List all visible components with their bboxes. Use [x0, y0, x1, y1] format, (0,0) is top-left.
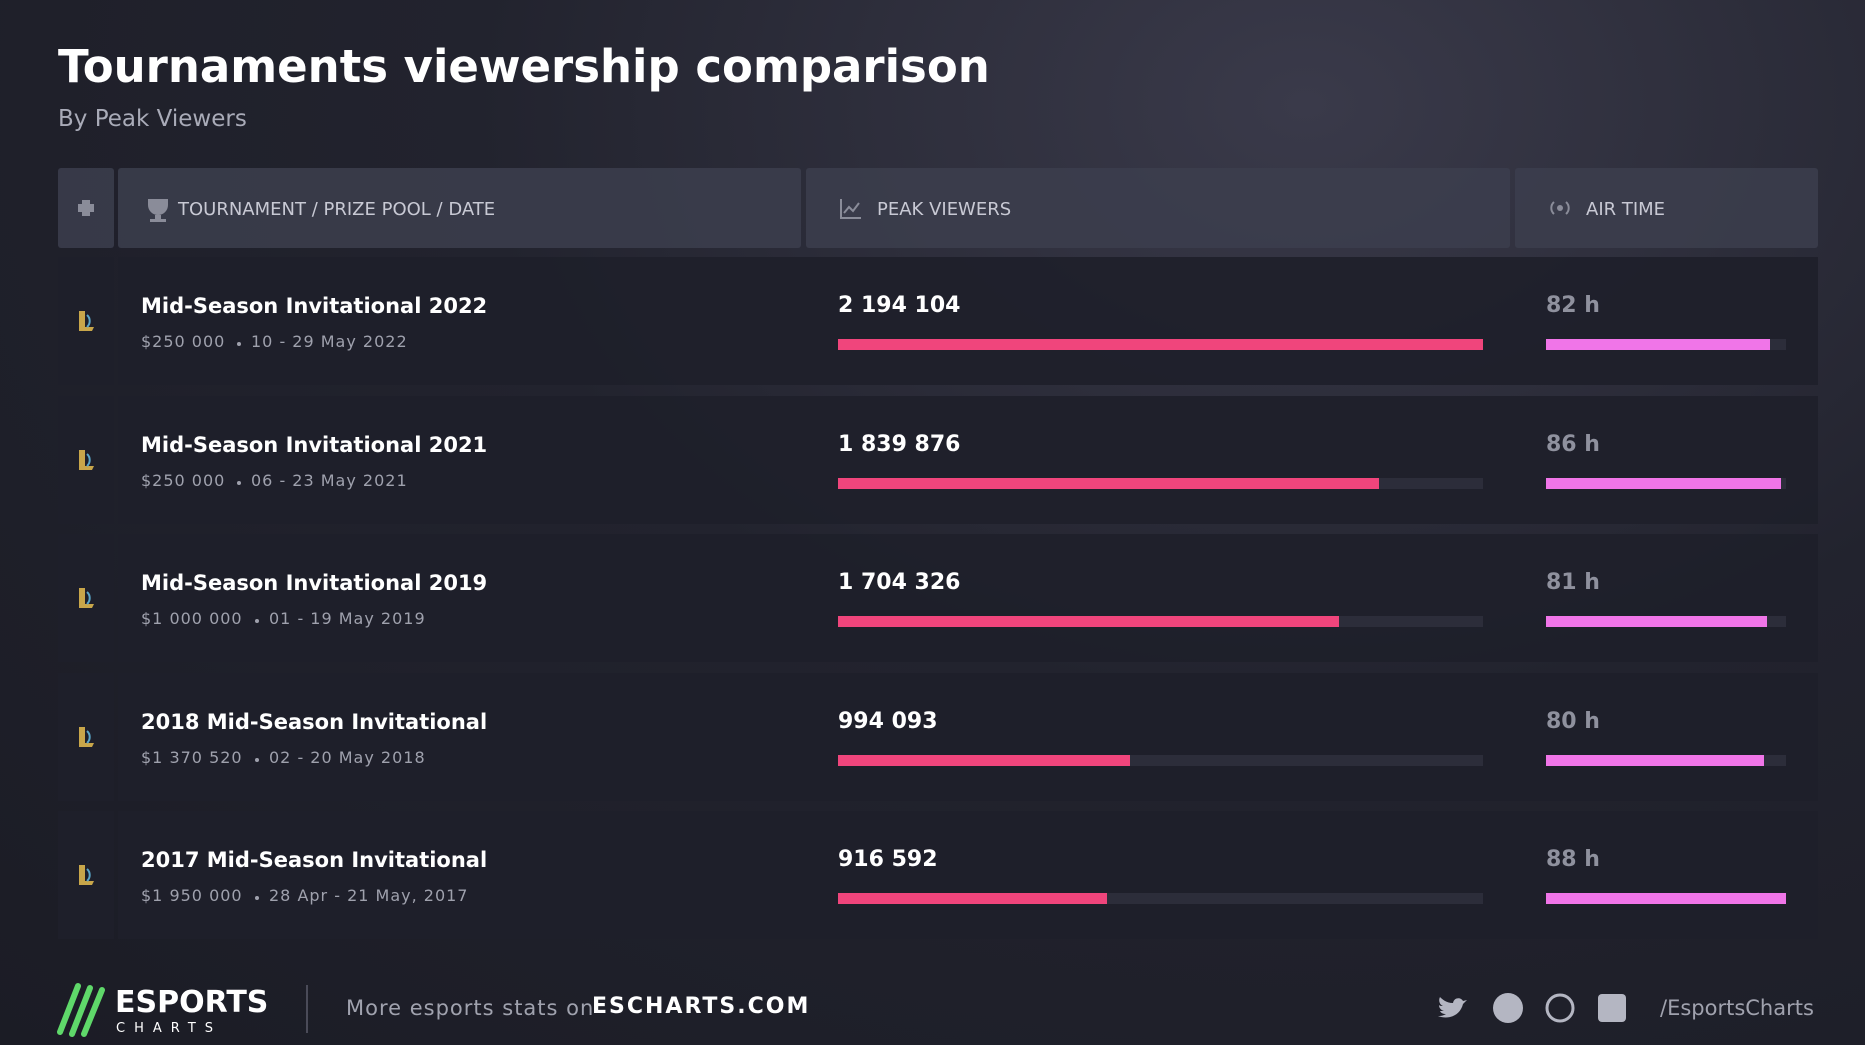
bar: [1546, 893, 1786, 904]
bar-track: [838, 893, 1483, 904]
icon: [78, 200, 94, 216]
bar: [838, 754, 1131, 766]
footer-handle[interactable]: /EsportsCharts: [1660, 996, 1814, 1020]
game-icon: [76, 725, 96, 749]
row-cell: [118, 672, 1818, 801]
tournament-date: 10 - 29 May 2022: [251, 332, 408, 351]
row-cell: [118, 811, 1818, 939]
prize-pool: $1 370 520: [141, 747, 243, 767]
lol-icon: [79, 726, 94, 747]
column-header: AIR TIME: [1586, 199, 1666, 220]
prize-pool: $250 000: [141, 470, 226, 490]
prize-pool: $1 950 000: [141, 886, 243, 905]
column-header: PEAK VIEWERS: [877, 199, 1012, 220]
dot: [237, 342, 241, 346]
footer-text: More esports stats on: [346, 996, 595, 1020]
peak-viewers-label: 916 592: [838, 847, 938, 872]
bar: [838, 339, 1483, 350]
tournament-date: 28 Apr - 21 May, 2017: [269, 886, 469, 905]
row-cell: [118, 395, 1818, 524]
peak-viewers-label: 1 839 876: [838, 431, 961, 457]
prize-pool: $250 000: [141, 332, 226, 351]
logo-text: CHARTS: [116, 1021, 223, 1036]
subtitle: By Peak Viewers: [58, 106, 247, 132]
column-header: TOURNAMENT / PRIZE POOL / DATE: [178, 199, 496, 220]
dot: [255, 757, 259, 762]
logo-text: ESPORTS: [115, 985, 269, 1020]
air-time-label: 80 h: [1546, 708, 1600, 734]
tournament-name: 2018 Mid-Season Invitational: [141, 709, 488, 734]
game-icon: [76, 586, 96, 610]
tournament-name: Mid-Season Invitational 2022: [141, 294, 488, 318]
tournament-date: 01 - 19 May 2019: [269, 609, 426, 628]
social-icons: [1438, 993, 1626, 1023]
title: Tournaments viewership comparison: [58, 40, 990, 93]
row-icon-cell: [58, 395, 114, 524]
header-cell: [806, 168, 1510, 248]
tournament-name: Mid-Season Invitational 2019: [141, 571, 488, 595]
dot: [237, 480, 241, 485]
bar: [838, 893, 1108, 904]
prize-pool: $1 000 000: [141, 609, 243, 628]
dot: [255, 896, 259, 900]
game-icon: [76, 448, 96, 472]
air-time-label: 88 h: [1546, 847, 1600, 872]
tournament-name: 2017 Mid-Season Invitational: [141, 848, 488, 872]
icon: [840, 199, 861, 219]
peak-viewers-label: 2 194 104: [838, 293, 961, 318]
row-icon-cell: [58, 811, 114, 939]
header-cell: [118, 168, 801, 248]
air-time-label: 82 h: [1546, 293, 1600, 318]
tournament-date: 02 - 20 May 2018: [269, 747, 426, 767]
bar: [1546, 339, 1770, 350]
footer-link[interactable]: ESCHARTS.COM: [592, 994, 811, 1019]
header-cell: [1515, 168, 1818, 248]
bar: [1546, 477, 1781, 489]
bar: [1546, 754, 1765, 766]
lol-icon: [79, 865, 94, 885]
row-icon-cell: [58, 257, 114, 385]
air-time-label: 81 h: [1546, 570, 1600, 595]
lol-icon: [79, 311, 94, 331]
peak-viewers-label: 994 093: [838, 708, 938, 734]
game-icon: [76, 309, 96, 333]
peak-viewers-label: 1 704 326: [838, 570, 961, 595]
bar: [838, 477, 1379, 489]
tournament-name: Mid-Season Invitational 2021: [141, 432, 488, 457]
row-cell: [118, 534, 1818, 662]
lol-icon: [79, 449, 94, 470]
tournament-date: 06 - 23 May 2021: [251, 470, 408, 490]
divider: [306, 985, 308, 1033]
row-icon-cell: [58, 672, 114, 801]
bar: [1546, 616, 1767, 627]
header-cell: [58, 168, 114, 248]
dot: [255, 619, 259, 623]
row-cell: [118, 257, 1818, 385]
icon: [1550, 201, 1570, 215]
bar-track: [838, 754, 1483, 766]
air-time-label: 86 h: [1546, 431, 1600, 457]
bar: [838, 616, 1340, 627]
row-icon-cell: [58, 534, 114, 662]
game-icon: [76, 863, 96, 887]
logo-icon: [57, 983, 105, 1037]
lol-icon: [79, 588, 94, 608]
icon: [148, 199, 168, 222]
